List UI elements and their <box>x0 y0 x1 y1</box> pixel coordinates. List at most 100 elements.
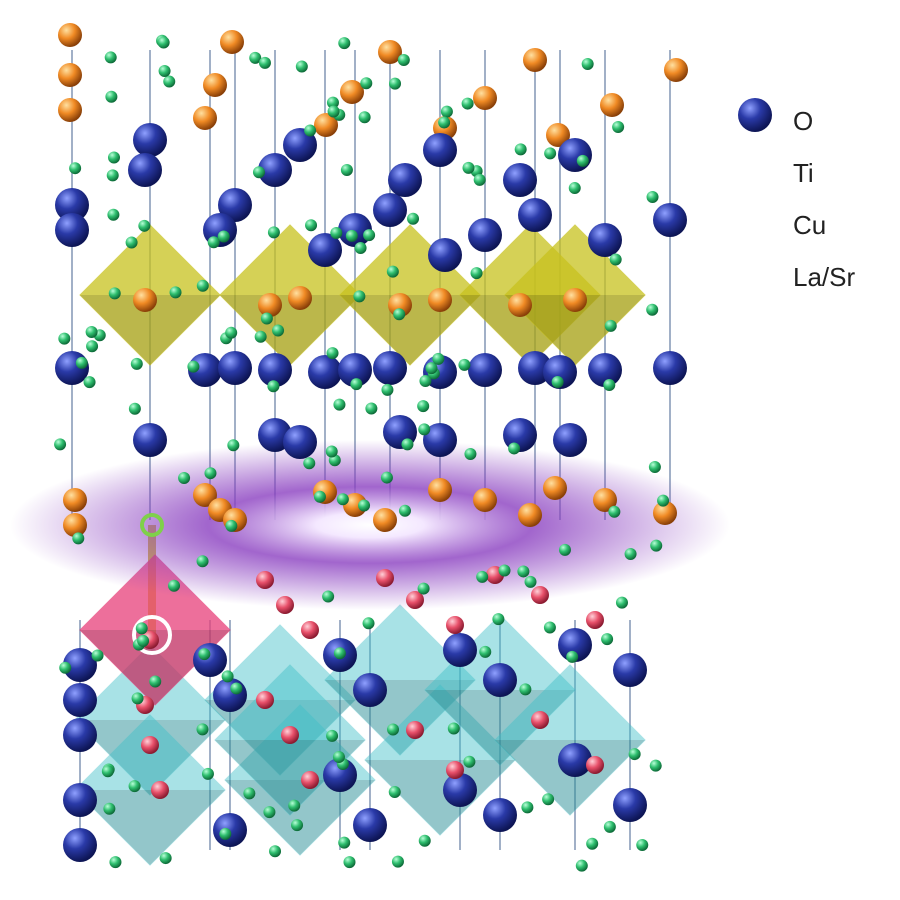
oxygen-atom <box>109 856 122 869</box>
oxygen-atom <box>288 799 301 812</box>
oxygen-atom <box>158 65 171 78</box>
oxygen-atom <box>157 36 170 49</box>
copper-atom <box>543 476 567 500</box>
oxygen-atom <box>464 448 477 461</box>
oxygen-atom <box>575 859 588 872</box>
oxygen-atom <box>380 471 393 484</box>
oxygen-atom <box>269 845 282 858</box>
oxygen-atom <box>354 242 367 255</box>
oxygen-atom <box>326 96 339 109</box>
copper-atom <box>58 98 82 122</box>
oxygen-atom <box>295 60 308 73</box>
oxygen-atom <box>227 439 240 452</box>
oxygen-atom <box>338 836 351 849</box>
oxygen-atom <box>603 379 616 392</box>
oxygen-atom <box>327 105 340 118</box>
titanium-atom <box>151 781 169 799</box>
oxygen-atom <box>101 765 114 778</box>
oxygen-atom <box>362 617 375 630</box>
legend-label: Cu <box>793 209 827 240</box>
oxygen-atom <box>365 402 378 415</box>
oxygen-atom <box>85 325 98 338</box>
oxygen-atom <box>106 169 119 182</box>
oxygen-atom <box>381 383 394 396</box>
copper-atom <box>58 63 82 87</box>
copper-atom <box>600 93 624 117</box>
la-sr-atom <box>63 718 97 752</box>
la-sr-atom <box>188 353 222 387</box>
la-sr-atom <box>588 223 622 257</box>
la-sr-atom <box>653 203 687 237</box>
oxygen-atom <box>138 219 151 232</box>
oxygen-atom <box>254 330 267 343</box>
oxygen-atom <box>463 755 476 768</box>
copper-atom <box>593 488 617 512</box>
octahedron-shade <box>225 780 375 855</box>
copper-atom <box>378 40 402 64</box>
copper-atom <box>653 501 677 525</box>
copper-atom <box>373 508 397 532</box>
oxygen-atom <box>542 793 555 806</box>
copper-atom <box>203 73 227 97</box>
oxygen-atom <box>108 287 121 300</box>
oxygen-atom <box>514 143 527 156</box>
copper-atom <box>523 48 547 72</box>
la-sr-atom <box>553 423 587 457</box>
oxygen-atom <box>135 622 148 635</box>
oxygen-atom <box>648 460 661 473</box>
oxygen-atom <box>343 856 356 869</box>
titanium-atom <box>276 596 294 614</box>
oxygen-atom <box>350 378 363 391</box>
oxygen-atom <box>103 802 116 815</box>
la-sr-atom <box>483 798 517 832</box>
la-sr-atom <box>258 153 292 187</box>
oxygen-atom <box>260 312 273 325</box>
oxygen-atom <box>131 692 144 705</box>
oxygen-atom <box>447 722 460 735</box>
oxygen-atom <box>358 111 371 124</box>
la-sr-atom <box>63 828 97 862</box>
oxygen-atom <box>566 650 579 663</box>
oxygen-atom <box>326 729 339 742</box>
oxygen-atom <box>305 219 318 232</box>
oxygen-atom <box>258 56 271 69</box>
oxygen-atom <box>462 161 475 174</box>
oxygen-atom <box>267 226 280 239</box>
oxygen-atom <box>221 670 234 683</box>
copper-atom <box>546 123 570 147</box>
la-sr-atom <box>308 355 342 389</box>
titanium-atom <box>446 616 464 634</box>
la-sr-atom <box>558 138 592 172</box>
copper-atom <box>288 286 312 310</box>
la-sr-atom <box>653 351 687 385</box>
la-sr-atom <box>338 353 372 387</box>
copper-atom <box>508 293 532 317</box>
oxygen-atom <box>54 438 67 451</box>
oxygen-atom <box>558 543 571 556</box>
la-sr-atom <box>63 683 97 717</box>
oxygen-atom <box>107 151 120 164</box>
oxygen-atom <box>86 340 99 353</box>
oxygen-atom <box>263 806 276 819</box>
copper-atom <box>473 86 497 110</box>
oxygen-atom <box>519 683 532 696</box>
titanium-atom <box>406 591 424 609</box>
oxygen-atom <box>407 212 420 225</box>
la-sr-atom <box>558 743 592 777</box>
octahedron <box>494 664 646 816</box>
oxygen-atom <box>169 286 182 299</box>
legend-label: La/Sr <box>793 261 856 292</box>
oxygen-atom <box>230 682 243 695</box>
oxygen-atom <box>325 445 338 458</box>
oxygen-atom <box>391 855 404 868</box>
la-sr-atom <box>518 351 552 385</box>
oxygen-atom <box>322 590 335 603</box>
la-sr-atom <box>388 163 422 197</box>
copper-atom <box>193 483 217 507</box>
oxygen-atom <box>267 380 280 393</box>
la-sr-atom <box>283 128 317 162</box>
la-sr-atom <box>218 351 252 385</box>
octahedron-shade <box>75 790 225 865</box>
la-sr-atom <box>283 425 317 459</box>
octahedron-shade <box>80 295 220 365</box>
